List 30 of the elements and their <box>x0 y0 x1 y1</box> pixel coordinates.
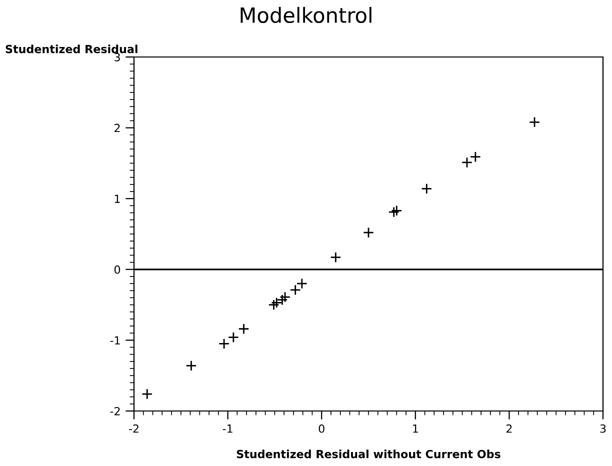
point <box>391 205 402 216</box>
point <box>218 338 230 350</box>
x-tick-label: 1 <box>413 424 418 433</box>
point <box>421 183 432 194</box>
point <box>388 206 400 218</box>
y-tick-label: 1 <box>114 194 120 203</box>
x-tick-label: 2 <box>506 424 512 433</box>
point <box>268 299 280 310</box>
y-tick-label: -2 <box>110 406 120 416</box>
x-tick-label: 3 <box>600 424 606 433</box>
x-tick-label: 0 <box>318 424 324 433</box>
x-axis-title: Studentized Residual without Current Obs <box>236 450 500 458</box>
point <box>362 227 374 238</box>
point <box>228 332 239 343</box>
point <box>279 291 291 303</box>
y-tick-label: 3 <box>114 52 120 62</box>
chart-title: Modelkontrol <box>240 6 372 24</box>
point <box>142 388 153 400</box>
point <box>238 323 250 334</box>
y-tick-label: 0 <box>114 265 120 274</box>
y-axis-title: Studentized Residual <box>6 44 138 54</box>
point <box>470 151 481 162</box>
point <box>461 156 473 168</box>
x-tick-label: -2 <box>129 424 138 433</box>
point <box>330 252 342 263</box>
y-tick-label: -1 <box>110 336 120 344</box>
y-tick-label: 2 <box>114 124 120 132</box>
point <box>528 116 540 128</box>
point <box>186 360 197 372</box>
x-tick-label: -1 <box>222 424 232 433</box>
